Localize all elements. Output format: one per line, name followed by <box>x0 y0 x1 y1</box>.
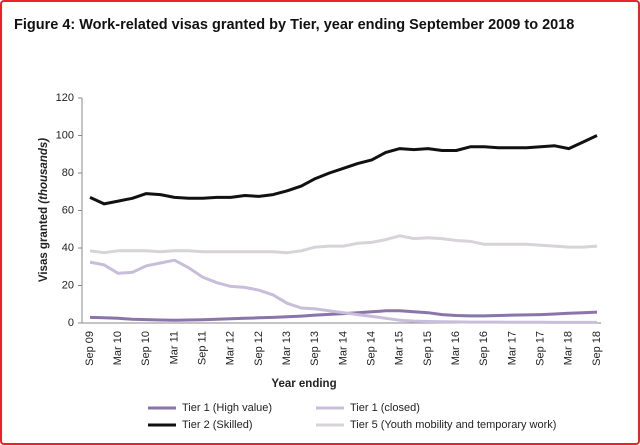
x-tick-label: Mar 14 <box>337 331 349 365</box>
x-tick-label: Mar 13 <box>281 331 293 365</box>
x-tick-label: Sep 09 <box>84 331 96 366</box>
x-tick-label: Mar 15 <box>394 331 406 365</box>
chart-title: Figure 4: Work-related visas granted by … <box>14 17 574 33</box>
legend-label: Tier 2 (Skilled) <box>182 419 253 431</box>
y-tick-label: 60 <box>62 204 74 216</box>
x-tick-label: Sep 14 <box>366 331 378 366</box>
x-tick-label: Sep 11 <box>197 331 209 365</box>
y-tick-label: 40 <box>62 242 74 254</box>
x-tick-label: Mar 18 <box>563 331 575 365</box>
x-tick-label: Sep 10 <box>140 331 152 366</box>
legend-label: Tier 1 (closed) <box>350 402 420 414</box>
y-tick-label: 20 <box>62 279 74 291</box>
x-tick-label: Mar 11 <box>168 331 180 364</box>
x-tick-label: Mar 17 <box>506 331 518 365</box>
x-tick-label: Sep 18 <box>591 331 603 366</box>
y-tick-label: 0 <box>68 317 74 329</box>
x-tick-label: Mar 16 <box>450 331 462 365</box>
series-line <box>89 134 598 206</box>
x-axis-title: Year ending <box>271 378 336 390</box>
series-line <box>89 258 597 324</box>
y-tick-label: 80 <box>62 167 74 179</box>
x-tick-label: Sep 13 <box>309 331 321 366</box>
x-tick-label: Sep 15 <box>422 331 434 366</box>
y-tick-label: 100 <box>56 129 74 141</box>
series-line <box>89 234 598 255</box>
x-tick-label: Sep 17 <box>535 331 547 366</box>
x-tick-label: Mar 10 <box>112 331 124 365</box>
y-axis-label: Visas granted <box>38 207 50 282</box>
y-axis-unit: (thousands) <box>38 138 50 204</box>
y-tick-label: 120 <box>56 92 74 104</box>
x-tick-label: Sep 12 <box>253 331 265 366</box>
y-axis-title: Visas granted (thousands) <box>38 138 50 282</box>
legend-label: Tier 5 (Youth mobility and temporary wor… <box>350 419 556 431</box>
x-tick-label: Mar 12 <box>225 331 237 365</box>
x-tick-label: Sep 16 <box>478 331 490 366</box>
legend-label: Tier 1 (High value) <box>182 402 272 414</box>
